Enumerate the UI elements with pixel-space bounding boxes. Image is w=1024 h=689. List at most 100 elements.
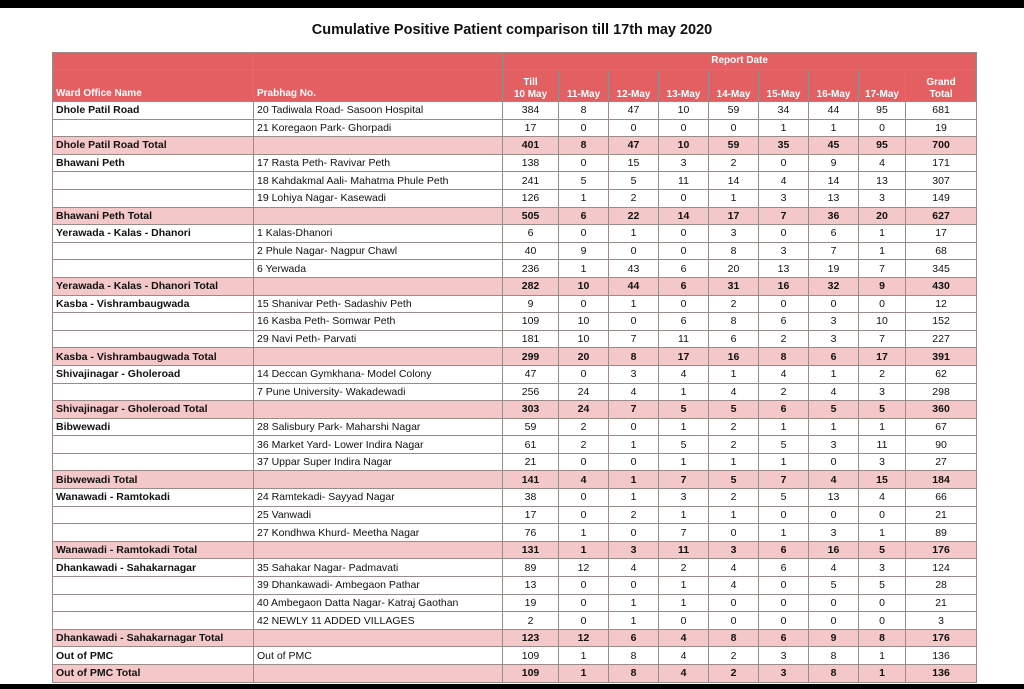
grand-total-cell: 176 [904,540,978,560]
count-cell: 11 [658,329,709,349]
count-cell: 6 [808,224,859,243]
count-cell: 0 [708,593,759,613]
table-row: 25 Vanwadi 17 0 2 1 1 0 0 0 21 [52,505,978,525]
count-cell: 3 [658,153,709,173]
column-header-grand-total: Grand Total [904,69,978,102]
table-row: 40 Ambegaon Datta Nagar- Katraj Gaothan 1… [52,593,978,613]
ward-office-cell: Dhole Patil Road [52,101,254,120]
ward-office-cell [52,505,254,525]
count-cell: 0 [858,118,906,138]
count-cell: 9 [558,241,609,261]
patient-comparison-table: Report Date Ward Office Name Prabhag No.… [52,52,978,683]
count-cell: 95 [858,136,906,155]
prabhag-cell: 24 Ramtekadi- Sayyad Nagar [253,488,503,507]
count-cell: 5 [758,488,809,507]
count-cell: 7 [858,329,906,349]
count-cell: 401 [502,136,559,155]
count-cell: 1 [558,646,609,665]
grand-total-cell: 27 [904,452,978,472]
count-cell: 11 [658,171,709,190]
prabhag-cell: 1 Kalas-Dhanori [253,224,503,243]
grand-total-cell: 627 [904,206,978,226]
prabhag-cell: 35 Sahakar Nagar- Padmavati [253,558,503,578]
column-header-17-may: 17-May [858,69,906,102]
prabhag-cell: 17 Rasta Peth- Ravivar Peth [253,153,503,173]
table-total-row: Dhole Patil Road Total 401 8 47 10 59 35 45 95 70… [52,136,978,155]
count-cell: 1 [558,259,609,278]
count-cell: 1 [558,523,609,542]
table-total-row: Yerawada - Kalas - Dhanori Total 282 10 44 6… [52,276,978,296]
prabhag-cell: 15 Shanivar Peth- Sadashiv Peth [253,294,503,314]
prabhag-cell: 19 Lohiya Nagar- Kasewadi [253,188,503,208]
count-cell: 1 [558,540,609,560]
ward-office-cell: Kasba - Vishrambaugwada [52,294,254,314]
till-date-label: 10 May [513,89,548,100]
count-cell: 1 [608,294,659,314]
count-cell: 13 [502,576,559,595]
count-cell: 6 [758,400,809,419]
ward-office-cell [52,171,254,190]
count-cell: 109 [502,646,559,665]
grand-total-cell: 360 [904,400,978,419]
count-cell: 6 [758,558,809,578]
count-cell: 21 [502,452,559,472]
count-cell: 4 [558,470,609,490]
count-cell: 20 [858,206,906,226]
count-cell: 1 [858,664,906,683]
grand-total-cell: 681 [904,101,978,120]
grand-total-cell: 149 [904,188,978,208]
ward-office-cell [52,118,254,138]
count-cell: 4 [658,628,709,648]
count-cell: 1 [808,417,859,437]
grand-total-cell: 12 [904,294,978,314]
prabhag-cell: 16 Kasba Peth- Somwar Peth [253,312,503,331]
count-cell: 6 [658,276,709,296]
count-cell: 109 [502,312,559,331]
grand-total-cell: 176 [904,628,978,648]
count-cell: 1 [858,224,906,243]
count-cell: 6 [658,312,709,331]
count-cell: 61 [502,435,559,454]
prabhag-cell: 27 Kondhwa Khurd- Meetha Nagar [253,523,503,542]
table-row: Wanawadi - Ramtokadi 24 Ramtekadi- Sayyad… [52,488,978,507]
count-cell: 2 [658,558,709,578]
prabhag-cell [253,664,503,683]
count-cell: 6 [658,259,709,278]
count-cell: 2 [708,488,759,507]
count-cell: 1 [608,593,659,613]
count-cell: 4 [808,382,859,402]
grand-total-cell: 391 [904,347,978,366]
count-cell: 20 [558,347,609,366]
count-cell: 1 [808,364,859,384]
count-cell: 7 [608,329,659,349]
table-row: Shivajinagar - Gholeroad 14 Deccan Gymkha… [52,364,978,384]
count-cell: 40 [502,241,559,261]
count-cell: 7 [758,470,809,490]
table-row: 21 Koregaon Park- Ghorpadi 17 0 0 0 0 1 1 0 19 [52,118,978,138]
count-cell: 4 [658,364,709,384]
count-cell: 0 [558,593,609,613]
count-cell: 2 [502,611,559,630]
count-cell: 31 [708,276,759,296]
count-cell: 1 [708,452,759,472]
count-cell: 32 [808,276,859,296]
count-cell: 241 [502,171,559,190]
table-row: 39 Dhankawadi- Ambegaon Pathar 13 0 0 1 4 0 5 5 2… [52,576,978,595]
count-cell: 1 [608,470,659,490]
count-cell: 0 [758,611,809,630]
count-cell: 0 [608,417,659,437]
ward-office-cell: Bibwewadi Total [52,470,254,490]
grand-total-cell: 66 [904,488,978,507]
column-header-till-10-may: Till 10 May [502,69,559,102]
count-cell: 13 [758,259,809,278]
table-total-row: Bhawani Peth Total 505 6 22 14 17 7 36 20 627 [52,206,978,226]
count-cell: 384 [502,101,559,120]
column-header-14-may: 14-May [708,69,759,102]
table-row: Dhankawadi - Sahakarnagar 35 Sahakar Naga… [52,558,978,578]
count-cell: 0 [658,611,709,630]
table-row: Bhawani Peth 17 Rasta Peth- Ravivar Peth 1… [52,153,978,173]
grand-total-cell: 21 [904,593,978,613]
count-cell: 0 [608,576,659,595]
table-body: Dhole Patil Road 20 Tadiwala Road- Sasoon… [52,101,978,683]
prabhag-cell [253,400,503,419]
